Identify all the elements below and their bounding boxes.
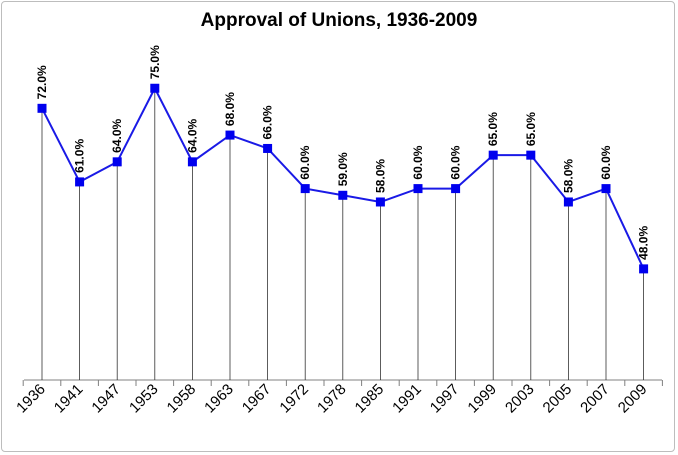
data-point: [150, 83, 160, 93]
x-tick-label: 1978: [314, 381, 350, 417]
x-tick-label: 1999: [464, 381, 500, 417]
data-point: [112, 157, 122, 167]
data-point: [225, 130, 235, 140]
data-point: [338, 190, 348, 200]
data-label: 58.0%: [373, 159, 387, 193]
data-label: 60.0%: [298, 145, 312, 179]
data-label: 65.0%: [524, 112, 538, 146]
data-point: [639, 264, 649, 274]
data-point: [526, 150, 536, 160]
x-tick-label: 2007: [577, 381, 613, 417]
x-tick-label: 1963: [201, 381, 237, 417]
data-label: 60.0%: [599, 145, 613, 179]
x-tick-label: 2005: [540, 381, 576, 417]
x-tick-label: 1967: [239, 381, 275, 417]
data-label: 64.0%: [185, 118, 199, 152]
data-point: [601, 184, 611, 194]
data-label: 58.0%: [561, 159, 575, 193]
data-point: [375, 197, 385, 207]
x-tick-label: 1991: [389, 381, 425, 417]
data-label: 61.0%: [73, 139, 87, 173]
data-label: 64.0%: [110, 118, 124, 152]
data-label: 66.0%: [261, 105, 275, 139]
data-label: 68.0%: [223, 92, 237, 126]
chart-title: Approval of Unions, 1936-2009: [200, 10, 478, 31]
data-label: 75.0%: [148, 45, 162, 79]
x-tick-label: 1958: [164, 381, 200, 417]
data-point: [451, 184, 461, 194]
x-tick-label: 2009: [615, 381, 651, 417]
data-label: 72.0%: [35, 65, 49, 99]
data-point: [413, 184, 423, 194]
data-point: [263, 143, 273, 153]
data-label: 48.0%: [637, 226, 651, 260]
data-point: [563, 197, 573, 207]
x-tick-label: 1953: [126, 381, 162, 417]
data-point: [37, 103, 47, 113]
data-point: [187, 157, 197, 167]
x-tick-label: 1936: [13, 381, 49, 417]
x-tick-label: 1947: [88, 381, 124, 417]
data-label: 60.0%: [411, 145, 425, 179]
data-label: 59.0%: [336, 152, 350, 186]
data-point: [300, 184, 310, 194]
x-tick-label: 1985: [352, 381, 388, 417]
data-point: [488, 150, 498, 160]
x-tick-label: 1997: [427, 381, 463, 417]
data-label: 60.0%: [449, 145, 463, 179]
data-label: 65.0%: [486, 112, 500, 146]
x-tick-label: 2003: [502, 381, 538, 417]
data-point: [75, 177, 85, 187]
x-tick-label: 1972: [276, 381, 312, 417]
x-tick-label: 1941: [51, 381, 87, 417]
